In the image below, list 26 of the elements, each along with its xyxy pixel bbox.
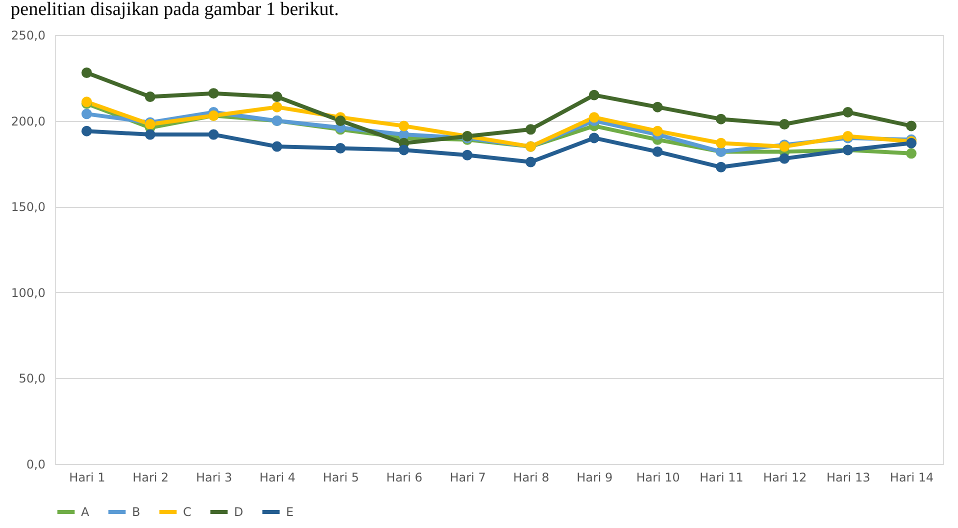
x-tick-label: Hari 10 [636,470,680,484]
x-tick-label: Hari 4 [259,470,296,484]
x-tick-label: Hari 9 [576,470,613,484]
x-tick-label: Hari 14 [890,470,934,484]
legend-label: D [234,505,244,519]
y-tick-label: 50,0 [18,372,46,386]
legend-label: C [183,505,192,519]
x-tick-label: Hari 8 [513,470,550,484]
x-tick-label: Hari 12 [763,470,807,484]
y-tick-label: 0,0 [26,458,46,472]
x-tick-label: Hari 7 [450,470,486,484]
x-tick-label: Hari 2 [132,470,169,484]
x-tick-label: Hari 13 [826,470,870,484]
y-tick-label: 100,0 [11,286,46,300]
x-tick-label: Hari 6 [386,470,422,484]
y-tick-label: 250,0 [11,28,46,42]
legend-label: A [81,505,90,519]
x-tick-label: Hari 3 [196,470,232,484]
x-tick-label: Hari 1 [69,470,106,484]
x-tick-label: Hari 11 [700,470,744,484]
y-tick-label: 150,0 [11,200,46,214]
text: penelitian disajikan pada gambar 1 berikut. [10,0,339,20]
legend-label: B [132,505,140,519]
legend-label: E [286,505,294,519]
x-tick-label: Hari 5 [322,470,359,484]
y-tick-label: 200,0 [11,114,46,128]
